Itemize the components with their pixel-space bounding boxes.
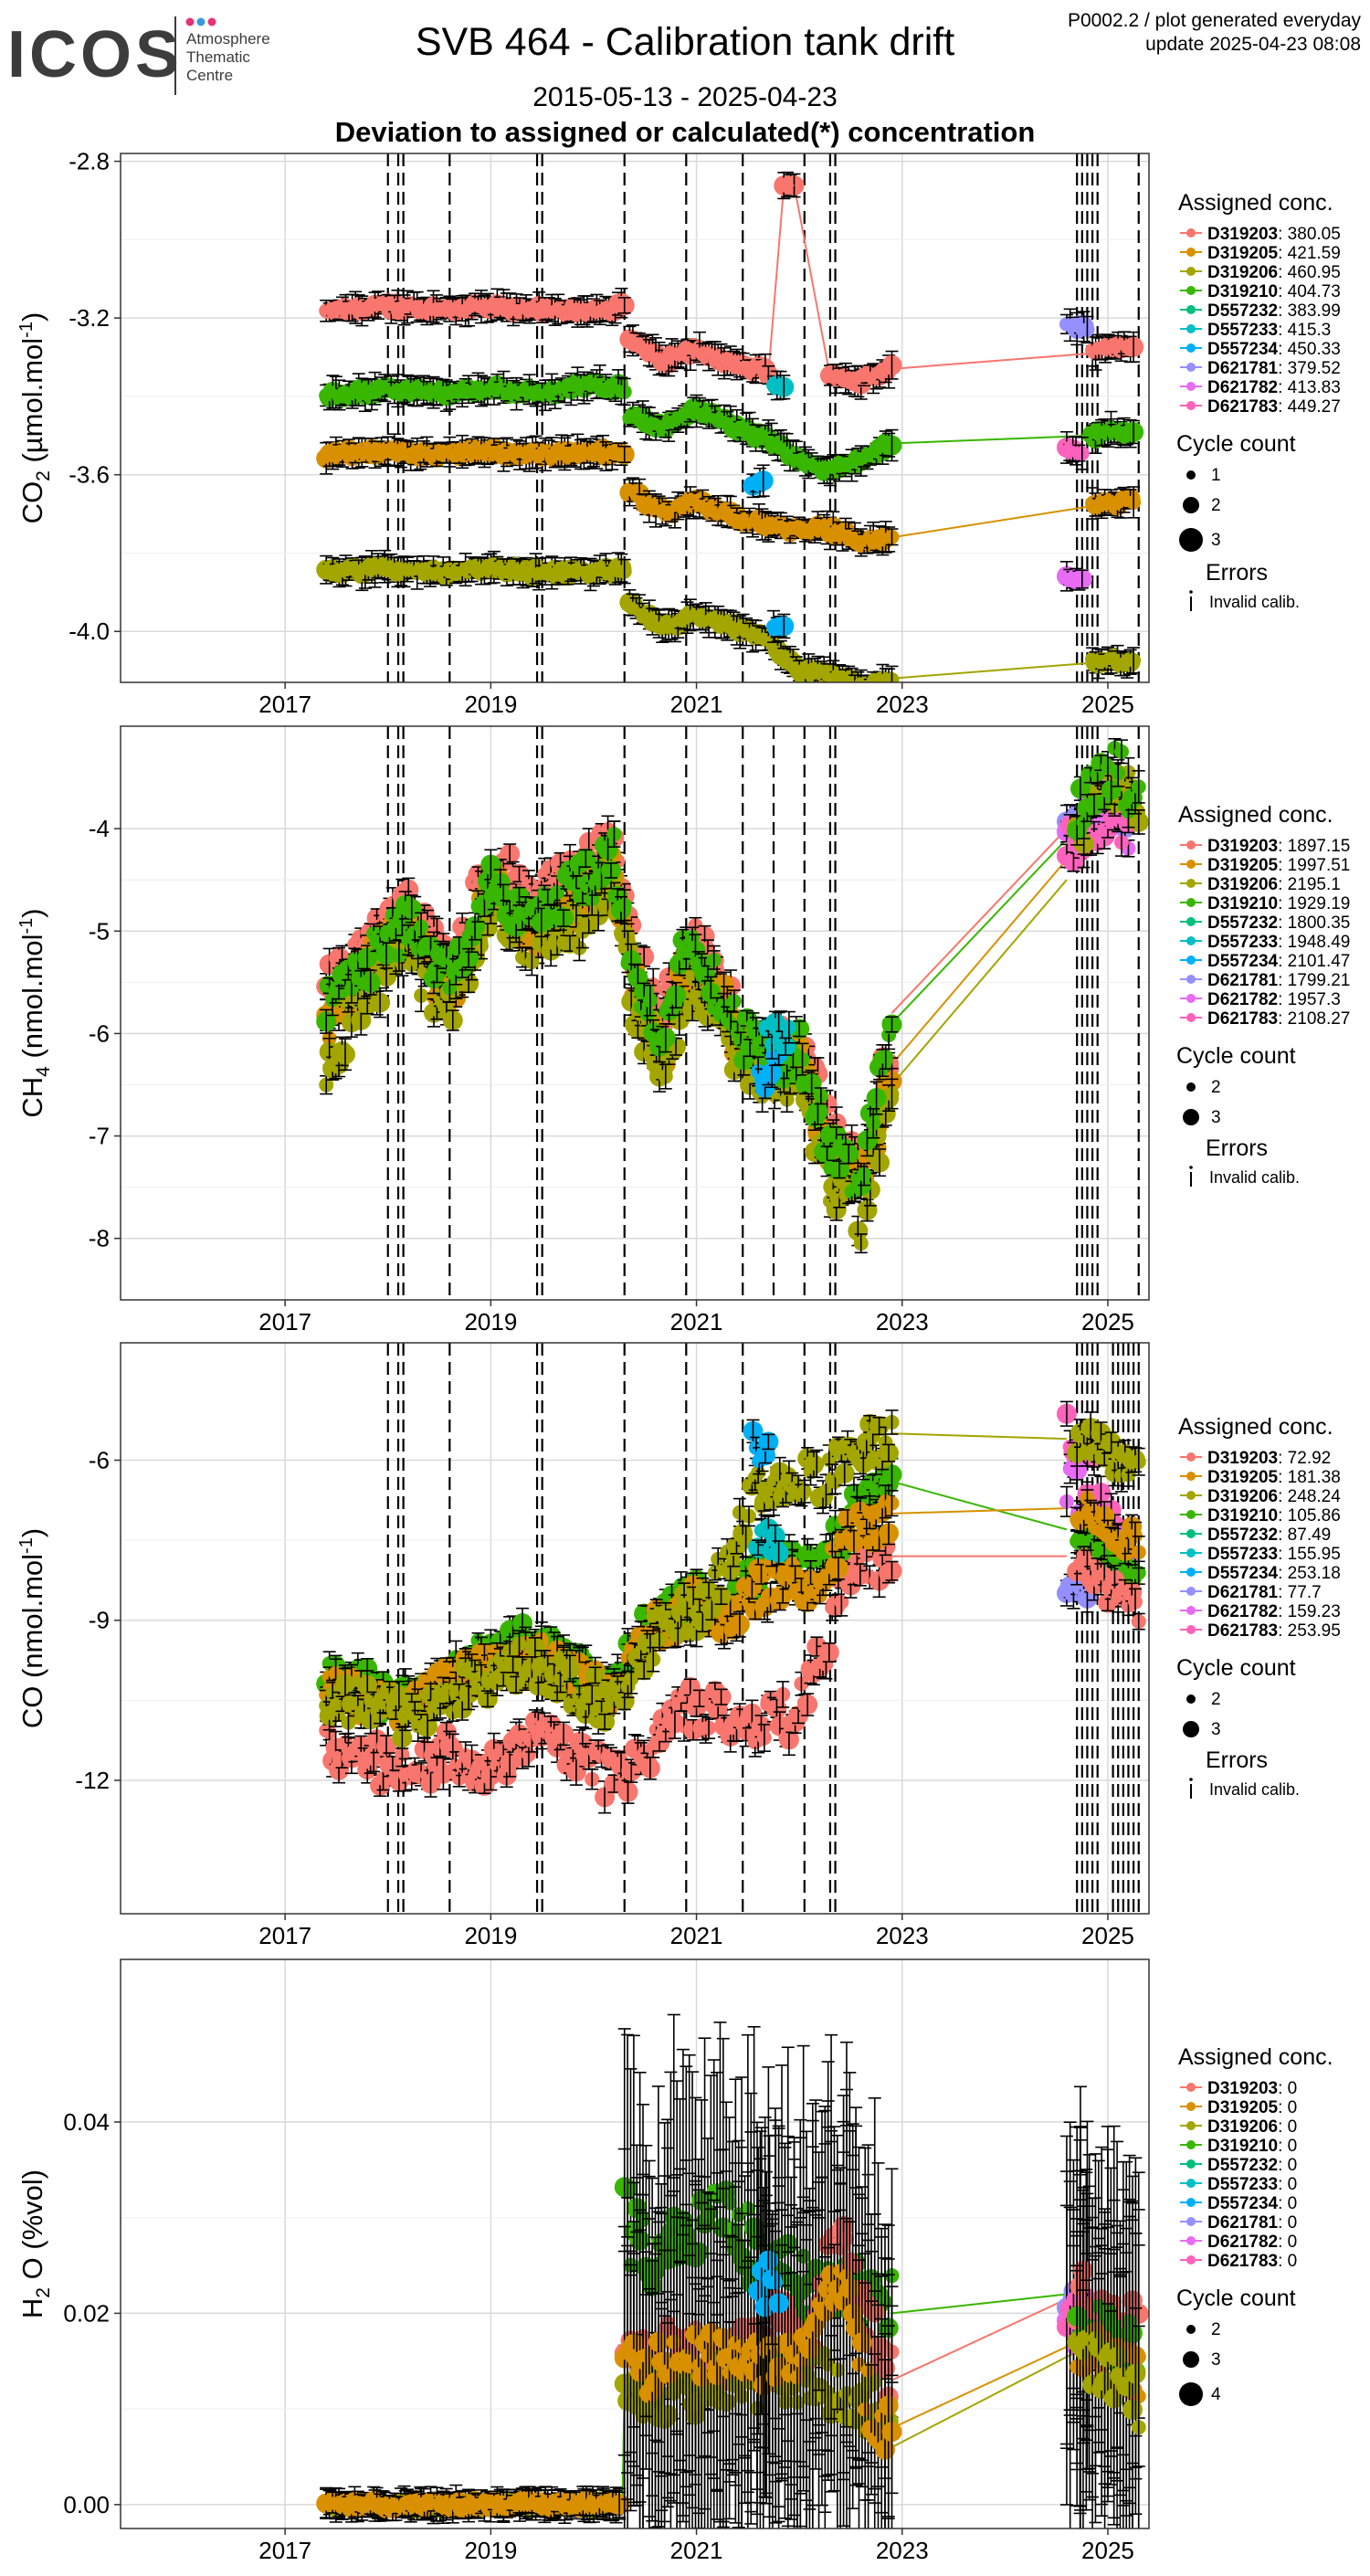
main-title: SVB 464 - Calibration tank drift: [415, 20, 955, 64]
plot-frame: [120, 153, 1150, 683]
legend-swatch: [1186, 305, 1196, 314]
series-line-D319203: [891, 352, 1093, 370]
series-line-D319205: [891, 505, 1093, 539]
cycle-size-marker: [1179, 528, 1203, 552]
legend-swatch: [1186, 286, 1196, 295]
cycle-size-marker: [1186, 470, 1196, 480]
x-tick-label: 2019: [464, 691, 517, 718]
cycle-size-label: 2: [1211, 496, 1221, 515]
cycle-size-label: 1: [1211, 466, 1221, 485]
logo-sub-2: Thematic: [186, 48, 250, 66]
legend-item-D319205: D319205: 421.59: [1180, 244, 1341, 263]
y-axis-label: CO2 (µmol.mol-1): [16, 312, 54, 524]
series-line-D319206: [891, 661, 1093, 680]
series-D319210: [622, 394, 902, 487]
update-time: update 2025-04-23 08:08: [1145, 34, 1361, 55]
logo-sub-1: Atmosphere: [186, 30, 270, 48]
series-D319205: [619, 477, 900, 557]
series-D557233: [766, 370, 795, 401]
legend-item-D319210: D319210: 404.73: [1180, 282, 1341, 301]
errors-title: Errors: [1206, 560, 1268, 586]
legend-item-D557234: D557234: 450.33: [1180, 340, 1341, 359]
series-D621783: [1056, 430, 1090, 470]
plot-subtitle: Deviation to assigned or calculated(*) c…: [334, 116, 1036, 148]
legend-item-D557232: D557232: 383.99: [1180, 301, 1341, 321]
legend-swatch: [1186, 343, 1196, 353]
series-line-D319210: [891, 434, 1093, 445]
series-D319210: [1082, 410, 1144, 454]
legend-item-D621781: D621781: 379.52: [1180, 359, 1341, 378]
series-line-D319203: [890, 828, 1068, 1014]
legend-label: D557232: 383.99: [1207, 301, 1341, 321]
series-D319206: [316, 549, 632, 592]
data-point: [853, 681, 862, 682]
legend-swatch: [1186, 228, 1196, 238]
series-D319203: [774, 171, 805, 200]
series-D319206: [619, 588, 900, 682]
legend-swatch: [1186, 382, 1196, 391]
x-tick-label: 2023: [876, 691, 929, 718]
series-line-D319206: [890, 879, 1068, 1086]
legend-label: D319205: 421.59: [1207, 244, 1341, 263]
logo-sub-3: Centre: [186, 67, 233, 84]
y-tick-label: -2.8: [68, 148, 110, 175]
series-D319210: [319, 364, 632, 413]
x-tick-label: 2025: [1081, 691, 1134, 718]
chart-co2: 2017 2019 2021 2023 2025 -2.8 -3.2 -3.6 -4.0 CO2 …: [16, 148, 1341, 718]
series-D621782: [1056, 561, 1092, 592]
legend-label: D319203: 380.05: [1207, 225, 1341, 244]
legend-item-D621782: D621782: 413.83: [1180, 378, 1341, 397]
series-line-D319210: [890, 838, 1068, 1024]
legend-title: Assigned conc.: [1178, 190, 1333, 216]
cycle-size-marker: [1183, 497, 1199, 513]
legend-label: D621783: 449.27: [1207, 397, 1341, 417]
series-D319203: [819, 350, 902, 400]
series-D319206: [1085, 644, 1142, 680]
legend-item-D557233: D557233: 415.3: [1180, 321, 1331, 340]
generation-info: P0002.2 / plot generated everyday update…: [1068, 9, 1361, 57]
legend-swatch: [1186, 401, 1196, 410]
y-tick-label: -3.2: [68, 304, 110, 332]
x-tick-label: 2017: [258, 691, 311, 718]
series-D319205: [316, 433, 635, 475]
errors-label: Invalid calib.: [1209, 593, 1300, 611]
plot-id: P0002.2 / plot generated everyday: [1067, 10, 1361, 31]
series-D319203: [319, 287, 635, 328]
x-tick-label: 2021: [670, 691, 723, 718]
date-range: 2015-05-13 - 2025-04-23: [532, 82, 838, 112]
series-D557234: [743, 464, 774, 499]
plot-area: [316, 726, 1149, 1300]
series-line-D319205: [890, 859, 1068, 1065]
legend-label: D319206: 460.95: [1207, 263, 1341, 282]
invalid-calib-dot: [1189, 590, 1193, 594]
series-D621781: [1059, 308, 1095, 346]
legend-item-D621783: D621783: 449.27: [1180, 397, 1341, 417]
icos-logo: ICOS Atmosphere Thematic Centre: [7, 13, 300, 95]
series-D319205: [1085, 486, 1142, 520]
legend-label: D621781: 379.52: [1207, 359, 1341, 378]
series-D319203: [619, 324, 779, 385]
logo-text: ICOS: [7, 18, 183, 91]
legend-label: D557234: 450.33: [1207, 340, 1341, 359]
series-D557234: [766, 609, 795, 643]
plot-area: [316, 153, 1144, 682]
legend-label: D621782: 413.83: [1207, 378, 1341, 397]
legend-label: D319210: 404.73: [1207, 282, 1341, 301]
cycle-size-label: 3: [1211, 531, 1221, 550]
legend-swatch: [1186, 363, 1196, 372]
y-tick-label: -3.6: [68, 461, 110, 489]
legend-label: D557233: 415.3: [1207, 321, 1331, 340]
legend-swatch: [1186, 324, 1196, 333]
series-D319203: [1085, 331, 1144, 371]
legend-swatch: [1186, 267, 1196, 276]
y-tick-label: -4.0: [68, 618, 110, 645]
series-line-D319203: [767, 184, 831, 377]
legend-item-D319203: D319203: 380.05: [1180, 225, 1341, 244]
legend-item-D319206: D319206: 460.95: [1180, 263, 1341, 282]
legend-swatch: [1186, 248, 1196, 257]
cycle-count-title: Cycle count: [1176, 431, 1296, 457]
